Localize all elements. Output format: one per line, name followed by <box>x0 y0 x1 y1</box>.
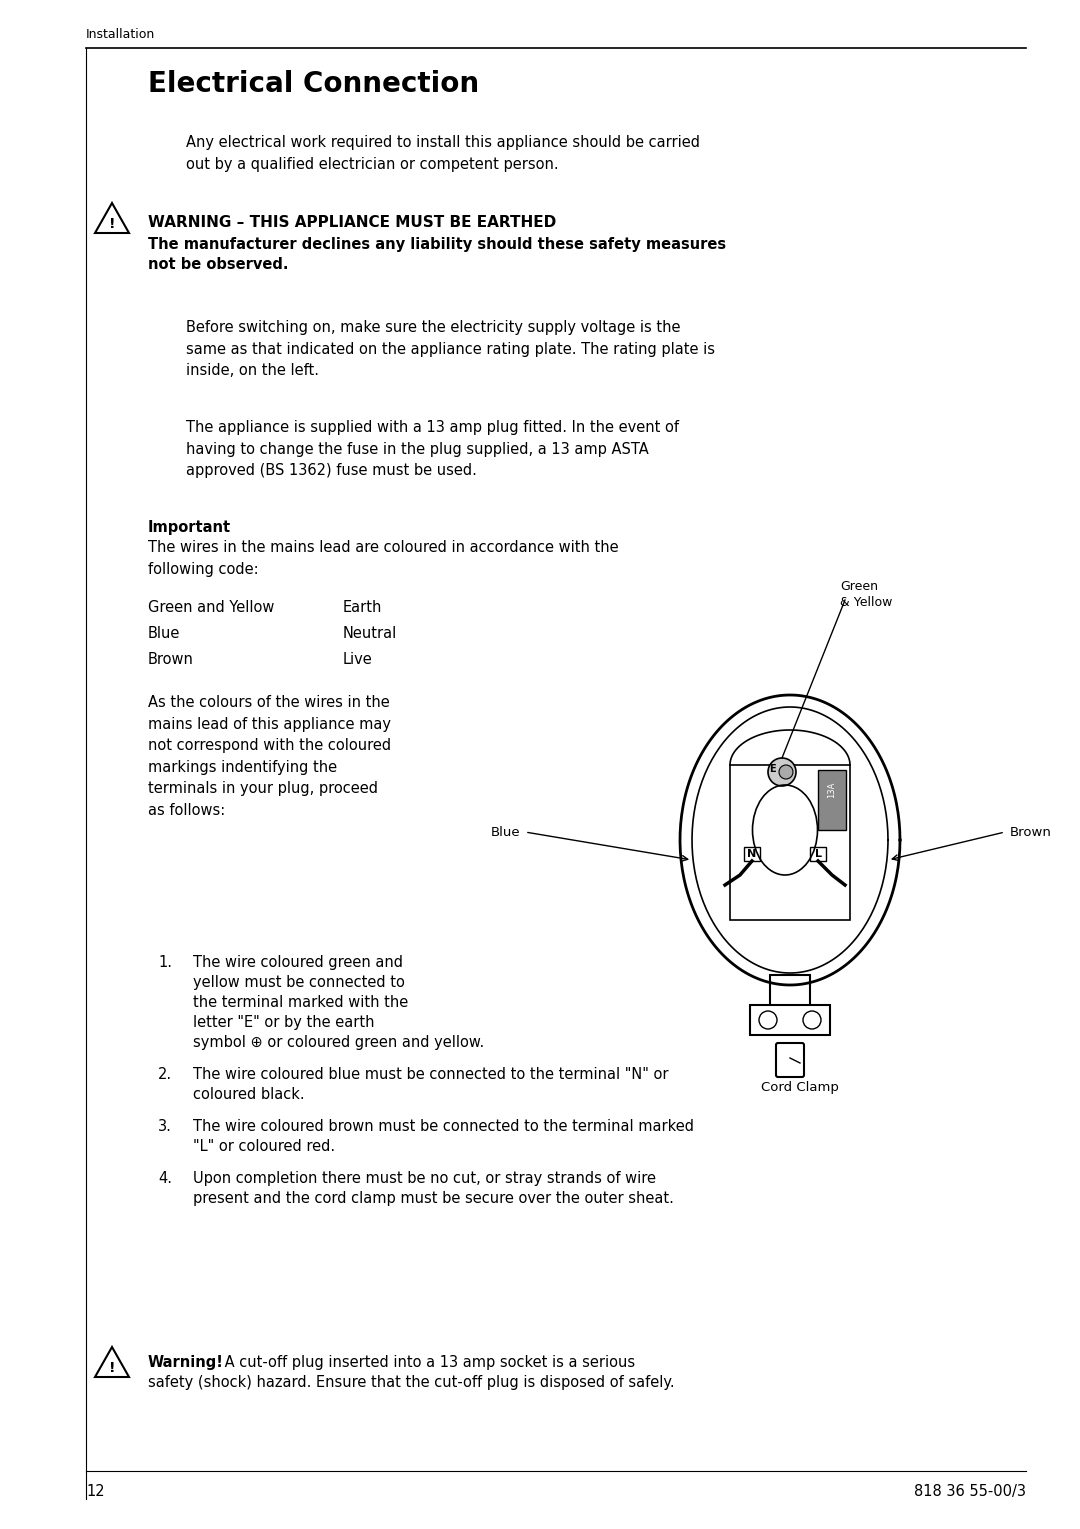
Text: coloured black.: coloured black. <box>193 1087 305 1102</box>
Text: !: ! <box>109 1361 116 1375</box>
Bar <box>810 847 826 861</box>
Text: A cut-off plug inserted into a 13 amp socket is a serious: A cut-off plug inserted into a 13 amp so… <box>220 1355 635 1370</box>
Bar <box>750 1005 831 1035</box>
Circle shape <box>804 1011 821 1029</box>
Text: !: ! <box>109 217 116 231</box>
Text: the terminal marked with the: the terminal marked with the <box>193 995 408 1011</box>
Bar <box>744 847 760 861</box>
Text: letter "E" or by the earth: letter "E" or by the earth <box>193 1015 375 1031</box>
Text: L: L <box>814 849 822 859</box>
Text: The appliance is supplied with a 13 amp plug fitted. In the event of
having to c: The appliance is supplied with a 13 amp … <box>186 420 679 479</box>
Bar <box>770 976 810 1031</box>
Text: E: E <box>769 764 775 774</box>
Text: not be observed.: not be observed. <box>148 257 288 272</box>
Text: 2.: 2. <box>158 1067 172 1083</box>
Text: Blue: Blue <box>490 826 519 838</box>
Text: Green and Yellow: Green and Yellow <box>148 599 274 615</box>
Text: 3.: 3. <box>158 1119 172 1135</box>
Circle shape <box>768 758 796 786</box>
Circle shape <box>759 1011 777 1029</box>
Text: N: N <box>747 849 757 859</box>
Text: Any electrical work required to install this appliance should be carried
out by : Any electrical work required to install … <box>186 135 700 171</box>
Bar <box>730 764 850 920</box>
FancyBboxPatch shape <box>777 1043 804 1076</box>
Text: present and the cord clamp must be secure over the outer sheat.: present and the cord clamp must be secur… <box>193 1191 674 1206</box>
Text: safety (shock) hazard. Ensure that the cut-off plug is disposed of safely.: safety (shock) hazard. Ensure that the c… <box>148 1375 675 1390</box>
Text: Earth: Earth <box>343 599 382 615</box>
Text: Green
& Yellow: Green & Yellow <box>840 579 892 609</box>
Text: Brown: Brown <box>148 651 194 667</box>
Text: The wires in the mains lead are coloured in accordance with the
following code:: The wires in the mains lead are coloured… <box>148 540 619 576</box>
Text: 4.: 4. <box>158 1171 172 1187</box>
Text: Electrical Connection: Electrical Connection <box>148 70 480 98</box>
Text: 13A: 13A <box>827 781 837 798</box>
Text: Warning!: Warning! <box>148 1355 224 1370</box>
Text: The manufacturer declines any liability should these safety measures: The manufacturer declines any liability … <box>148 237 726 252</box>
Text: "L" or coloured red.: "L" or coloured red. <box>193 1139 335 1154</box>
Text: Important: Important <box>148 520 231 535</box>
Text: Before switching on, make sure the electricity supply voltage is the
same as tha: Before switching on, make sure the elect… <box>186 320 715 378</box>
Text: WARNING – THIS APPLIANCE MUST BE EARTHED: WARNING – THIS APPLIANCE MUST BE EARTHED <box>148 216 556 229</box>
Circle shape <box>779 764 793 778</box>
Text: Live: Live <box>343 651 373 667</box>
Text: 1.: 1. <box>158 956 172 969</box>
Text: Blue: Blue <box>148 625 180 641</box>
Text: Neutral: Neutral <box>343 625 397 641</box>
Text: Upon completion there must be no cut, or stray strands of wire: Upon completion there must be no cut, or… <box>193 1171 656 1187</box>
Text: The wire coloured green and: The wire coloured green and <box>193 956 403 969</box>
Text: The wire coloured brown must be connected to the terminal marked: The wire coloured brown must be connecte… <box>193 1119 694 1135</box>
Text: The wire coloured blue must be connected to the terminal "N" or: The wire coloured blue must be connected… <box>193 1067 669 1083</box>
Text: Cord Clamp: Cord Clamp <box>761 1081 839 1095</box>
Text: As the colours of the wires in the
mains lead of this appliance may
not correspo: As the colours of the wires in the mains… <box>148 696 391 818</box>
Bar <box>818 771 846 830</box>
Text: Installation: Installation <box>86 28 156 41</box>
Text: 12: 12 <box>86 1485 105 1498</box>
Text: 818 36 55-00/3: 818 36 55-00/3 <box>914 1485 1026 1498</box>
Text: Brown: Brown <box>1010 826 1052 838</box>
Text: symbol ⊕ or coloured green and yellow.: symbol ⊕ or coloured green and yellow. <box>193 1035 484 1050</box>
Text: yellow must be connected to: yellow must be connected to <box>193 976 405 989</box>
